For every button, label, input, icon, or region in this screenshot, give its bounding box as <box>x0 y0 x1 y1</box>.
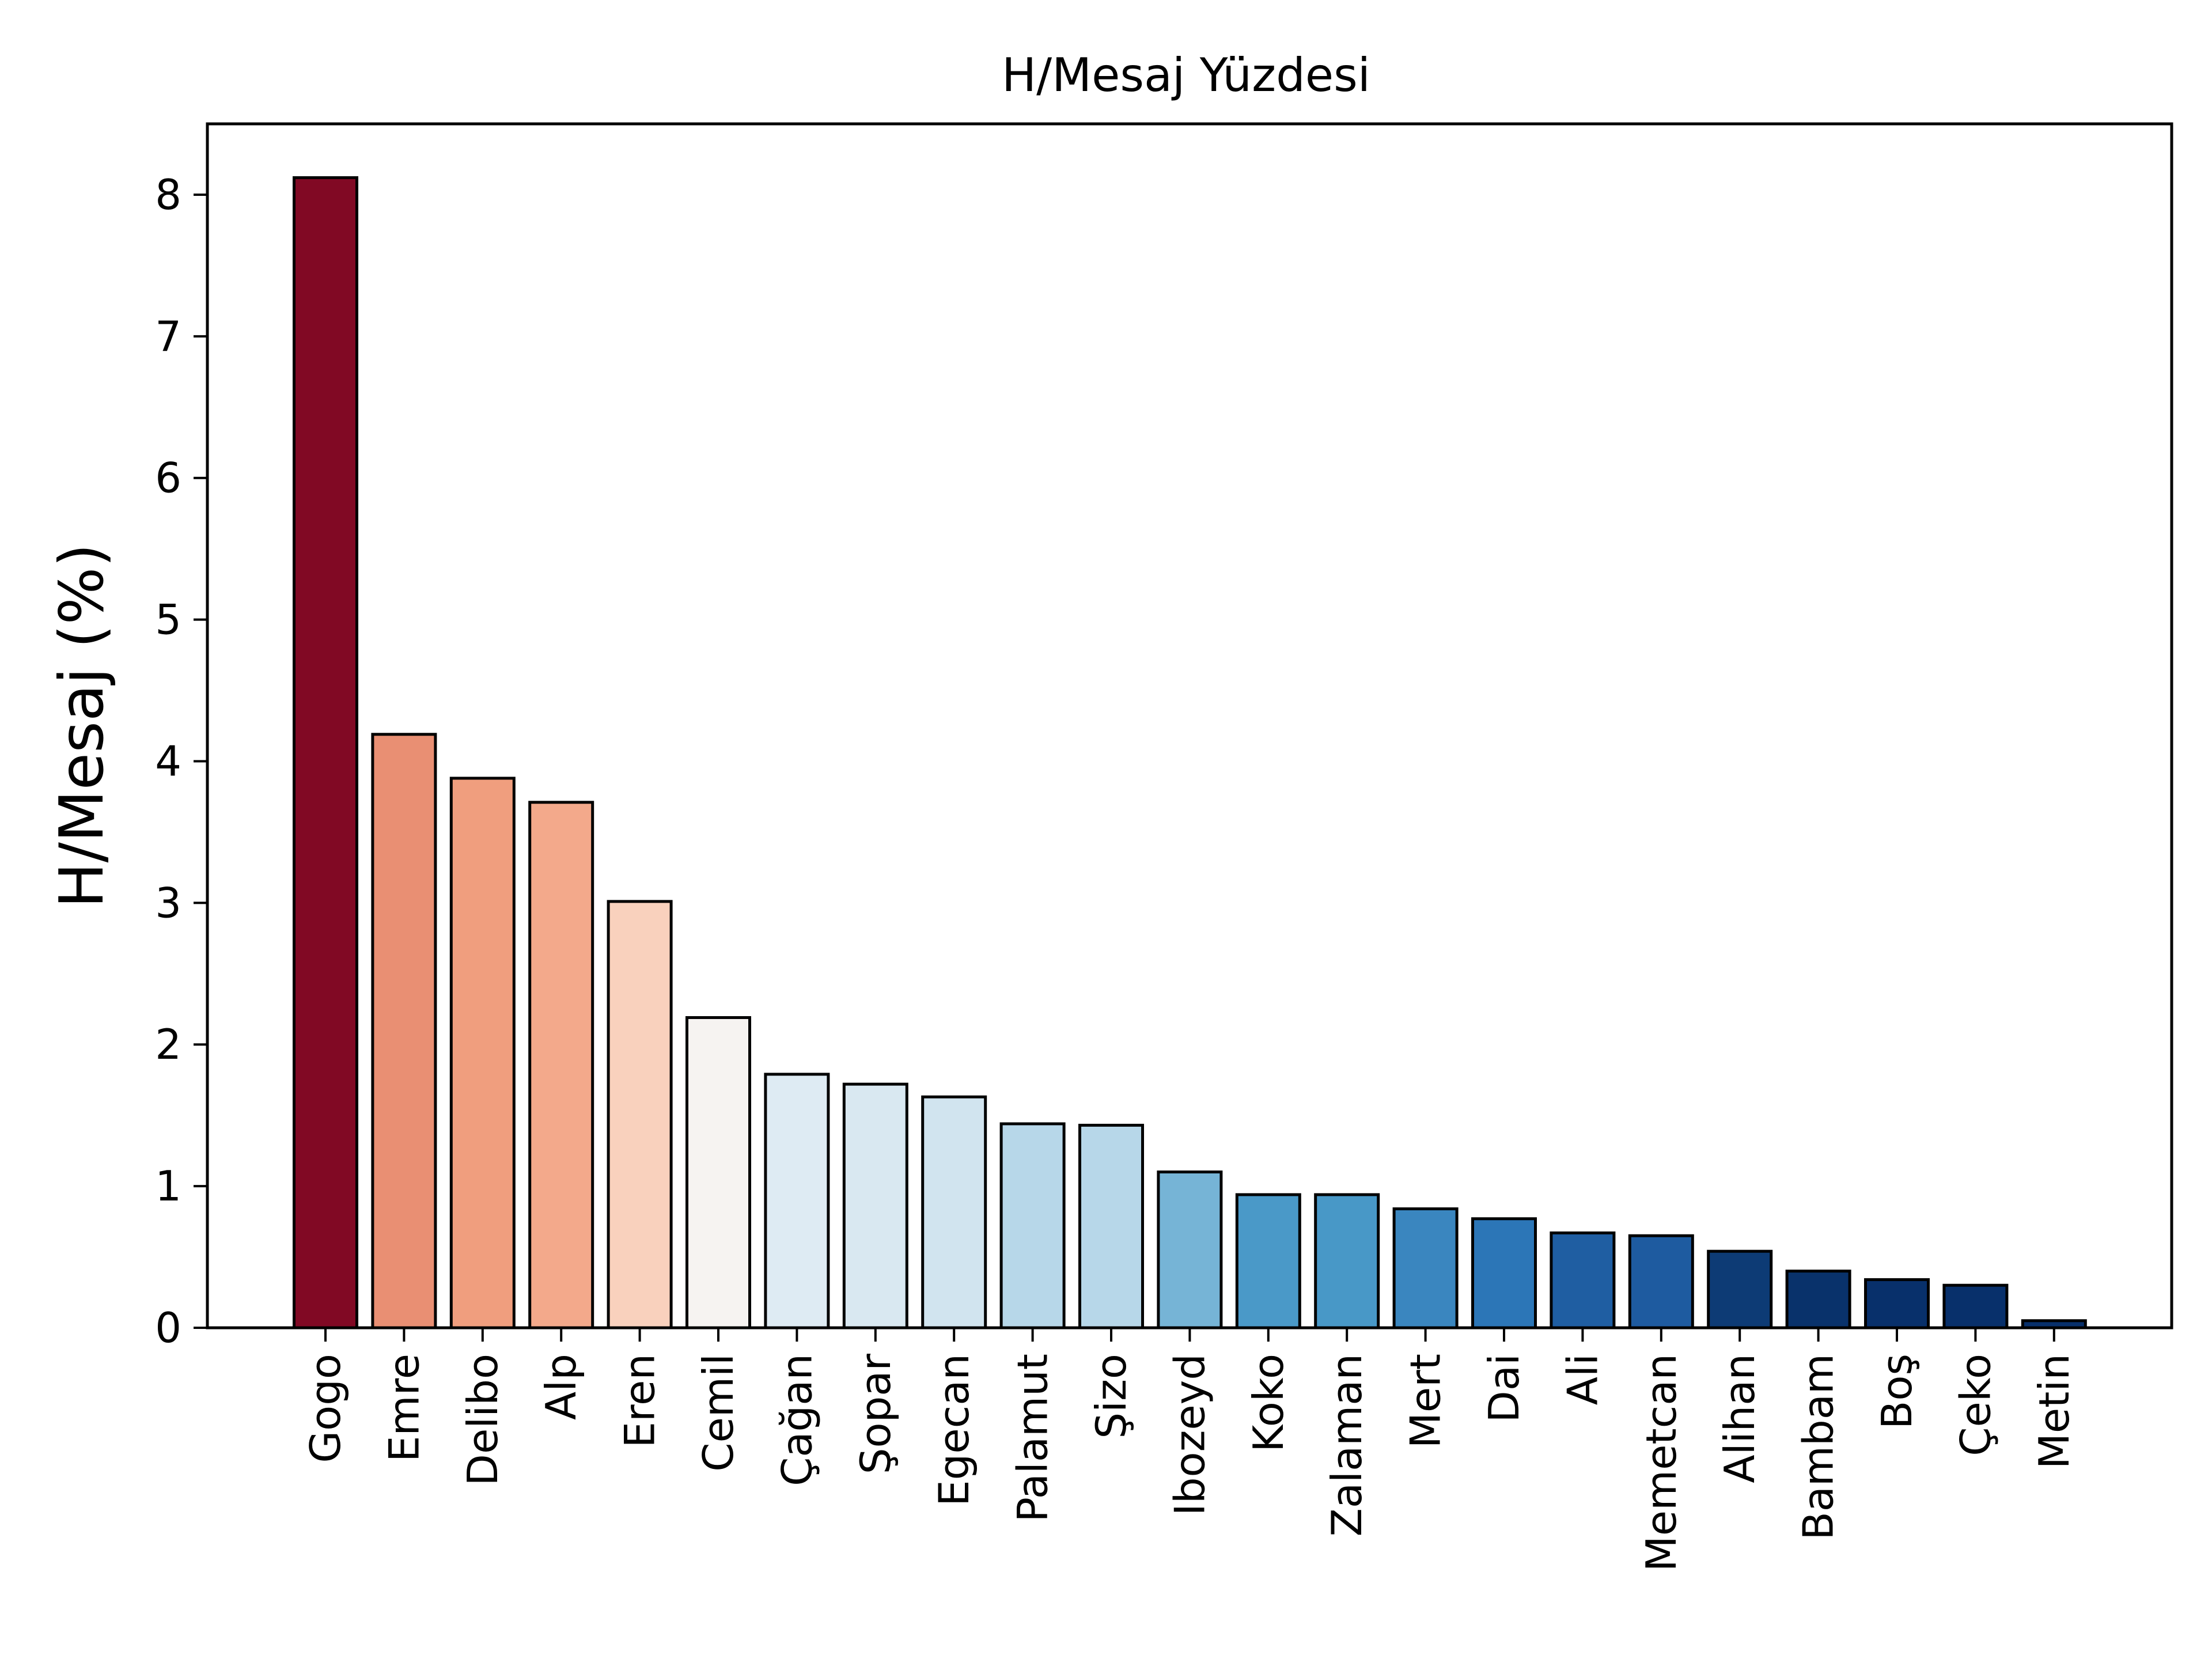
bar-Alp <box>528 801 594 1330</box>
x-tick-label: Boş <box>1873 1354 1921 1429</box>
x-axis: Gogo Emre Delibo Alp Eren Cemil Çağan Şopar Egec… <box>301 1328 2078 1571</box>
bar-Egecan <box>921 1095 987 1330</box>
bar-Emre <box>371 733 437 1330</box>
bar-Eren <box>607 900 673 1330</box>
y-tick-label: 4 <box>155 737 181 785</box>
y-tick-label: 8 <box>155 171 181 219</box>
plot-frame <box>206 122 2173 1330</box>
bar-Alihan <box>1707 1249 1773 1330</box>
x-tick-label: Ibozeyd <box>1165 1354 1214 1516</box>
y-tick-label: 6 <box>155 454 181 502</box>
bar-Mert <box>1392 1207 1459 1330</box>
bar-Palamut <box>999 1122 1066 1330</box>
x-tick-label: Zalaman <box>1323 1354 1371 1536</box>
x-tick-label: Alp <box>537 1354 585 1420</box>
x-tick-label: Memetcan <box>1637 1354 1685 1571</box>
x-tick-label: Alihan <box>1715 1354 1764 1483</box>
bar-Şizo <box>1078 1123 1144 1330</box>
x-tick-label: Emre <box>380 1354 428 1462</box>
bar-Ibozeyd <box>1157 1171 1223 1330</box>
bar-Boş <box>1864 1278 1930 1330</box>
bar-Ali <box>1550 1231 1616 1330</box>
y-tick-label: 7 <box>155 312 181 361</box>
y-axis-label: H/Mesaj (%) <box>47 544 117 908</box>
x-tick-label: Mert <box>1402 1354 1450 1448</box>
bar-Zalaman <box>1314 1193 1380 1330</box>
bar-Şopar <box>842 1082 908 1330</box>
bar-Gogo <box>293 176 358 1330</box>
bar-Memetcan <box>1628 1234 1694 1330</box>
bar-Delibo <box>449 777 516 1330</box>
x-tick-label: Delibo <box>459 1354 507 1486</box>
x-tick-label: Metin <box>2030 1354 2078 1469</box>
x-tick-label: Şizo <box>1087 1354 1135 1439</box>
x-tick-label: Dai <box>1480 1354 1528 1423</box>
bar-Çeko <box>1942 1283 2009 1330</box>
x-tick-label: Çeko <box>1951 1354 1999 1456</box>
x-tick-label: Koko <box>1244 1354 1293 1452</box>
bar-Dai <box>1471 1217 1537 1330</box>
bar-Cemil <box>685 1016 751 1330</box>
x-tick-label: Ali <box>1558 1354 1607 1405</box>
y-axis: 0 1 2 3 4 5 6 7 8 <box>155 171 207 1352</box>
x-tick-label: Cemil <box>694 1354 743 1472</box>
chart-title: H/Mesaj Yüzdesi <box>1002 48 1370 102</box>
x-tick-label: Gogo <box>301 1354 350 1463</box>
x-tick-label: Eren <box>616 1354 664 1448</box>
bar-Çağan <box>764 1073 830 1330</box>
bars-group <box>293 176 2087 1330</box>
bar-Koko <box>1235 1193 1301 1330</box>
x-tick-label: Palamut <box>1009 1354 1057 1522</box>
y-tick-label: 2 <box>155 1020 181 1069</box>
x-tick-label: Egecan <box>930 1354 978 1506</box>
x-tick-label: Çağan <box>772 1354 821 1486</box>
y-tick-label: 1 <box>155 1162 181 1210</box>
x-tick-label: Şopar <box>851 1354 900 1475</box>
y-tick-label: 3 <box>155 878 181 927</box>
x-tick-label: Bambam <box>1794 1354 1843 1540</box>
y-tick-label: 0 <box>155 1304 181 1352</box>
y-tick-label: 5 <box>155 596 181 644</box>
bar-Bambam <box>1785 1270 1851 1330</box>
